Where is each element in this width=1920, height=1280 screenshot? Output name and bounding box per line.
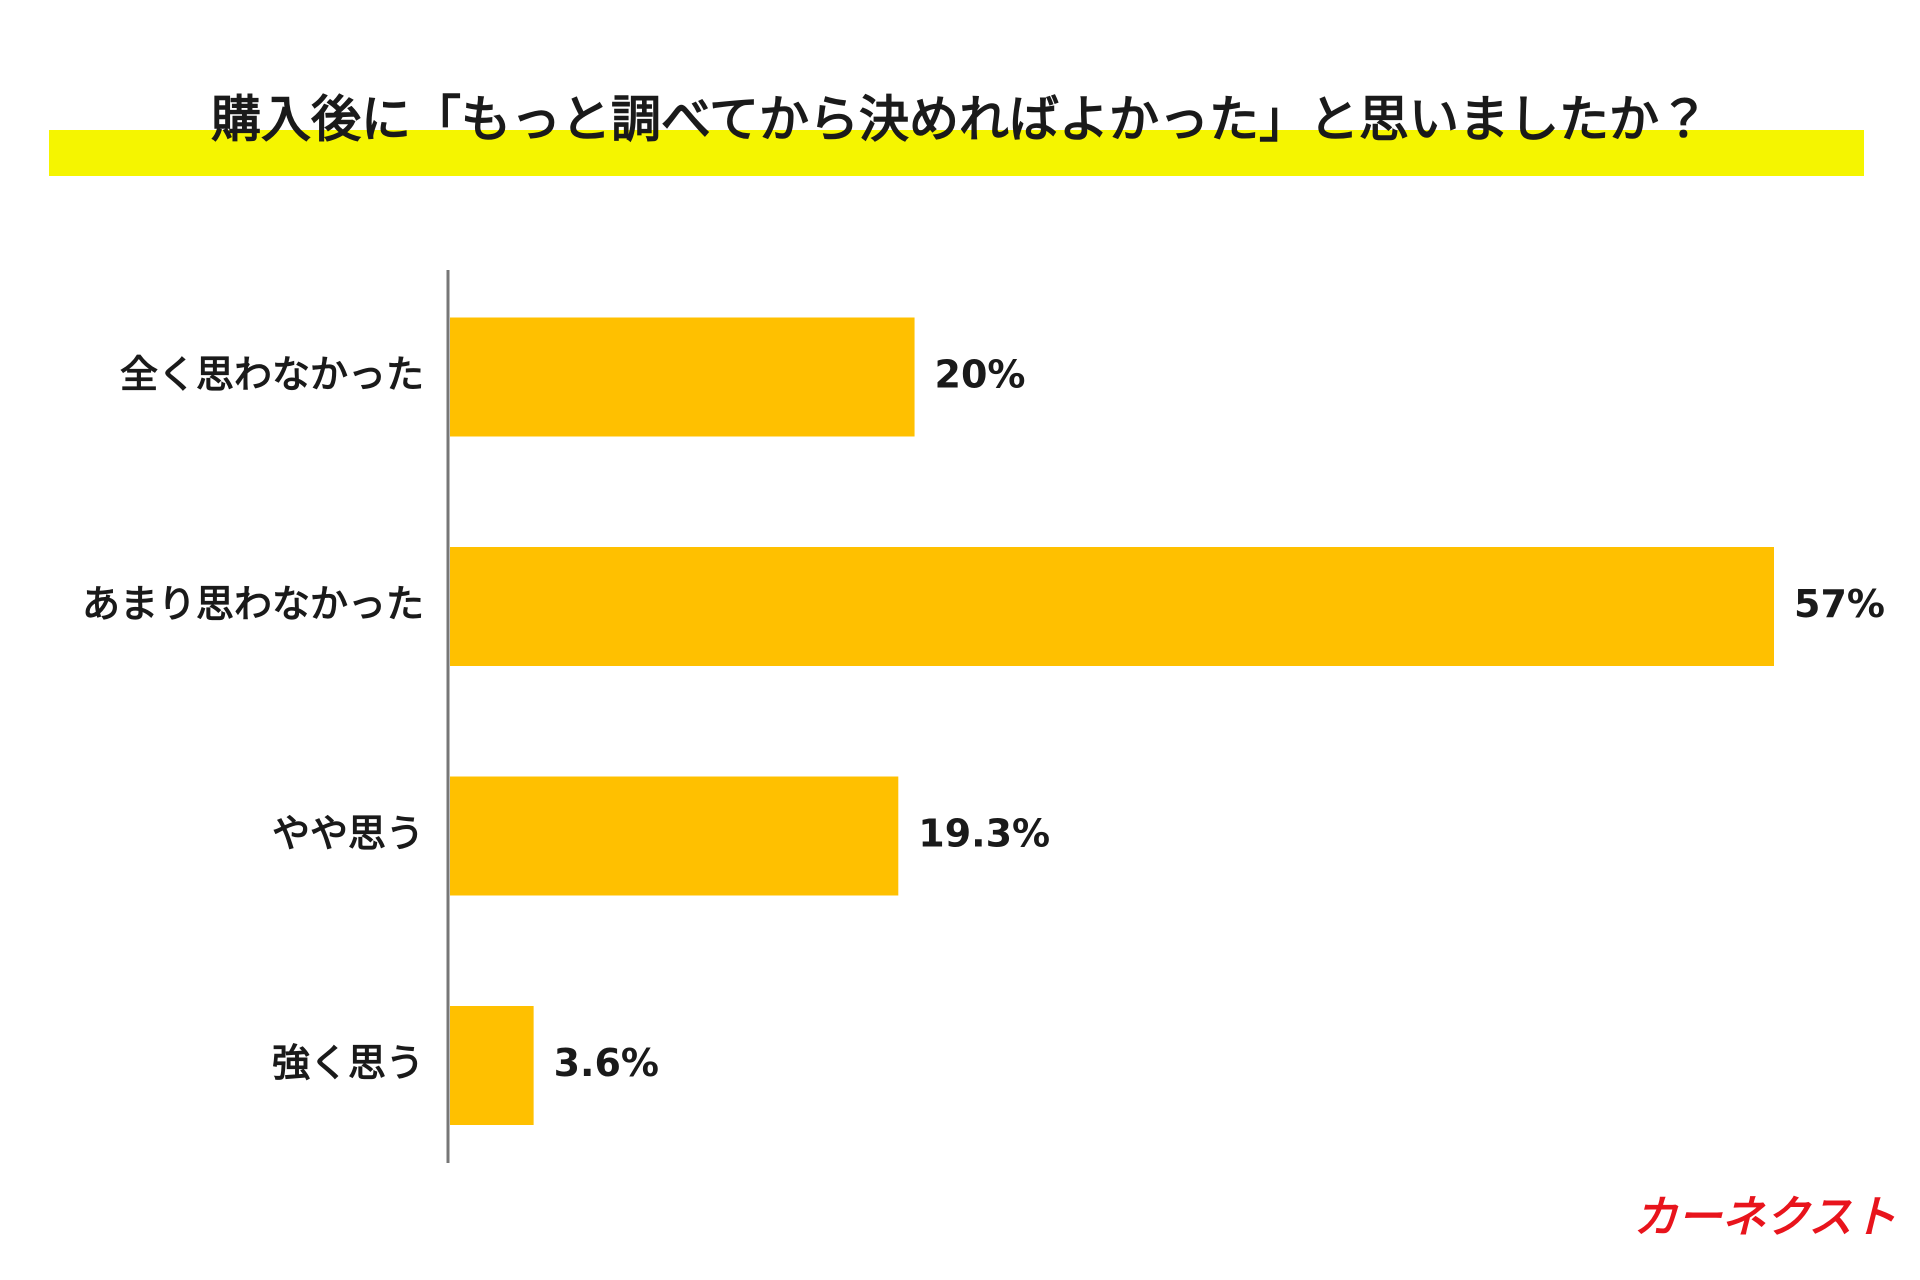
category-label: 全く思わなかった: [120, 353, 424, 397]
value-label: 19.3%: [918, 812, 1050, 856]
bar: [450, 547, 1774, 666]
category-label: やや思う: [272, 812, 424, 856]
value-label: 3.6%: [554, 1041, 659, 1085]
bar: [450, 317, 915, 437]
brand-logo: カーネクスト: [1634, 1192, 1897, 1243]
category-label: 強く思う: [272, 1041, 424, 1085]
value-label: 57%: [1794, 582, 1885, 626]
category-label: あまり思わなかった: [82, 582, 424, 626]
bar: [450, 1006, 534, 1125]
bar: [450, 776, 899, 896]
chart-title: 購入後に「もっと調べてから決めればよかった」と思いましたか？: [211, 91, 1709, 149]
value-label: 20%: [935, 353, 1026, 397]
title-highlight: [49, 130, 1864, 176]
